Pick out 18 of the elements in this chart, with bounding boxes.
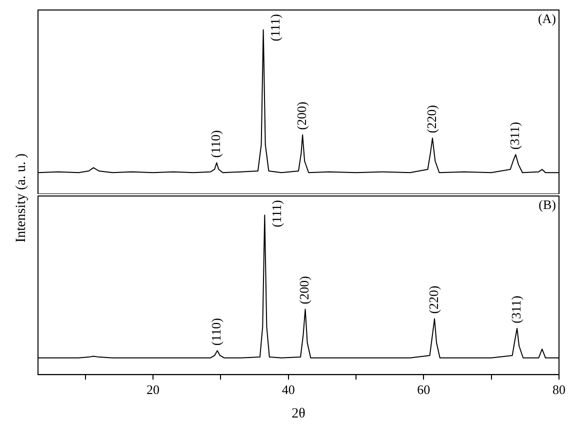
x-tick-label: 60 <box>417 382 430 397</box>
x-axis-title: 2θ <box>292 406 306 422</box>
annotation: (110) <box>208 130 224 158</box>
x-tick-label: 80 <box>552 382 566 397</box>
annotation: (110) <box>208 318 224 346</box>
annotation: (200) <box>294 102 309 130</box>
y-axis-title: Intensity (a. u. ) <box>14 153 30 243</box>
x-tick-label: 20 <box>146 382 160 397</box>
text: (A) <box>538 10 556 26</box>
annotation: (111) <box>268 14 283 42</box>
x-tick-label: 40 <box>282 382 295 397</box>
annotation: (220) <box>424 104 439 134</box>
annotation: (311) <box>507 122 522 150</box>
text: (B) <box>538 196 556 212</box>
annotation: (111) <box>269 200 284 228</box>
annotation: (200) <box>296 276 312 304</box>
annotation: (311) <box>508 296 524 324</box>
annotation: (220) <box>426 286 441 314</box>
